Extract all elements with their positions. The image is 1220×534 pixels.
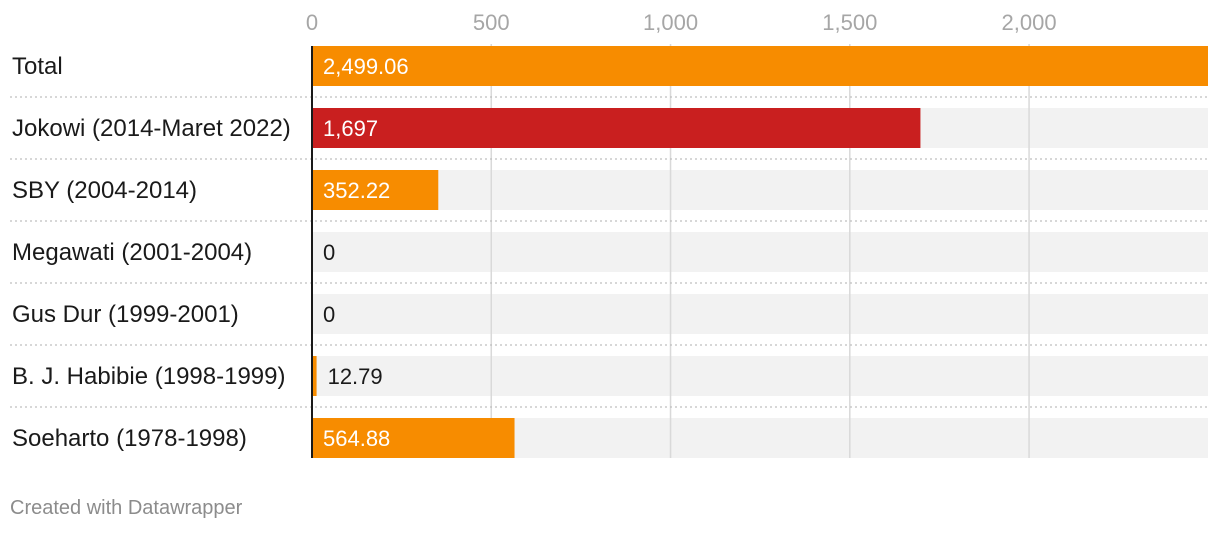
value-label: 0	[323, 240, 335, 265]
bar-track	[312, 356, 1208, 396]
value-label: 352.22	[323, 178, 390, 203]
value-label: 0	[323, 302, 335, 327]
value-labels: 2,499.06 1,697 352.22 0 0 12.79 564.88	[323, 54, 409, 451]
bar	[312, 356, 317, 396]
bar	[312, 108, 921, 148]
bar-backgrounds	[312, 46, 1208, 458]
category-label: Soeharto (1978-1998)	[12, 425, 247, 452]
bar-track	[312, 170, 1208, 210]
category-label: Jokowi (2014-Maret 2022)	[12, 115, 291, 142]
value-label: 1,697	[323, 116, 378, 141]
bar	[312, 418, 515, 458]
bar	[312, 46, 1208, 86]
bar	[312, 170, 439, 210]
bar-track	[312, 232, 1208, 272]
x-tick-label: 1,500	[822, 10, 877, 35]
category-label: Megawati (2001-2004)	[12, 239, 252, 266]
bars	[312, 46, 1208, 458]
bar-track	[312, 294, 1208, 334]
category-label: Total	[12, 53, 63, 80]
x-axis-ticks: 0 500 1,000 1,500 2,000	[306, 10, 1057, 35]
x-tick-label: 2,000	[1002, 10, 1057, 35]
bar-chart: 0 500 1,000 1,500 2,000 Total Jokowi (2014-Ma…	[10, 10, 1208, 458]
value-label: 2,499.06	[323, 54, 409, 79]
datawrapper-credit: Created with Datawrapper	[10, 497, 243, 519]
value-label: 564.88	[323, 426, 390, 451]
category-label: Gus Dur (1999-2001)	[12, 301, 239, 328]
x-tick-label: 500	[473, 10, 510, 35]
value-label: 12.79	[328, 364, 383, 389]
category-label: B. J. Habibie (1998-1999)	[12, 363, 286, 390]
category-label: SBY (2004-2014)	[12, 177, 197, 204]
x-tick-label: 0	[306, 10, 318, 35]
category-labels: Total Jokowi (2014-Maret 2022) SBY (2004-2…	[12, 53, 291, 452]
x-tick-label: 1,000	[643, 10, 698, 35]
